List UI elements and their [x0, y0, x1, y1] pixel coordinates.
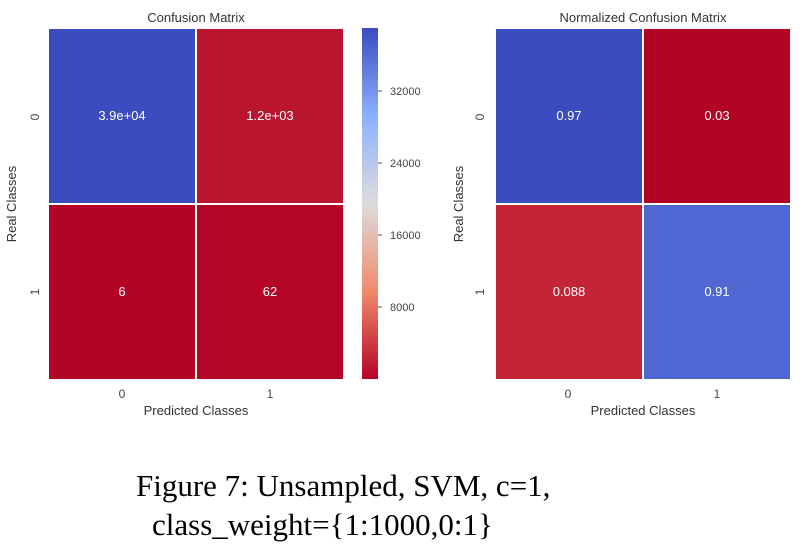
normalized-confusion-matrix-panel: Normalized Confusion Matrix 0.97 0.03 0.08… — [451, 10, 792, 418]
colorbar-tick-label: 16000 — [390, 230, 421, 242]
x-tick-label: 1 — [714, 387, 721, 401]
figure-canvas: Confusion Matrix 3.9e+04 1.2e+03 6 62 Predi… — [4, 10, 792, 418]
y-tick-label: 1 — [28, 288, 42, 295]
x-tick-label: 0 — [565, 387, 572, 401]
cell-value-label: 0.91 — [704, 284, 729, 299]
heatmap-cell — [195, 27, 345, 205]
y-tick-label: 0 — [28, 113, 42, 120]
heatmap-cell — [47, 27, 197, 205]
cell-value-label: 1.2e+03 — [246, 108, 293, 123]
heatmap-cell — [494, 27, 644, 205]
x-axis-label: Predicted Classes — [591, 403, 696, 418]
x-tick-label: 0 — [119, 387, 126, 401]
colorbar-tick-label: 24000 — [390, 158, 421, 170]
cell-value-label: 0.03 — [704, 108, 729, 123]
cell-value-label: 0.088 — [553, 284, 586, 299]
colorbar: 32000 24000 16000 8000 — [362, 28, 421, 379]
y-tick-label: 1 — [473, 288, 487, 295]
cell-value-label: 62 — [263, 284, 277, 299]
heatmap-cell — [642, 203, 792, 381]
heatmap-cell — [642, 27, 792, 205]
x-tick-label: 1 — [267, 387, 274, 401]
cell-value-label: 6 — [118, 284, 125, 299]
colorbar-tick-label: 32000 — [390, 86, 421, 98]
heatmap-cell — [195, 203, 345, 381]
chart-title: Confusion Matrix — [147, 10, 245, 25]
cell-value-label: 0.97 — [556, 108, 581, 123]
colorbar-gradient — [362, 28, 378, 379]
heatmap-cell — [47, 203, 197, 381]
figure-caption-line-1: Figure 7: Unsampled, SVM, c=1, — [136, 468, 551, 503]
y-axis-label: Real Classes — [451, 165, 466, 242]
figure-caption-line-2: class_weight={1:1000,0:1} — [152, 507, 493, 542]
y-axis-label: Real Classes — [4, 165, 19, 242]
confusion-matrix-panel: Confusion Matrix 3.9e+04 1.2e+03 6 62 Predi… — [4, 10, 345, 418]
y-tick-label: 0 — [473, 113, 487, 120]
x-axis-label: Predicted Classes — [144, 403, 249, 418]
chart-title: Normalized Confusion Matrix — [560, 10, 727, 25]
colorbar-tick-label: 8000 — [390, 302, 414, 314]
cell-value-label: 3.9e+04 — [98, 108, 145, 123]
